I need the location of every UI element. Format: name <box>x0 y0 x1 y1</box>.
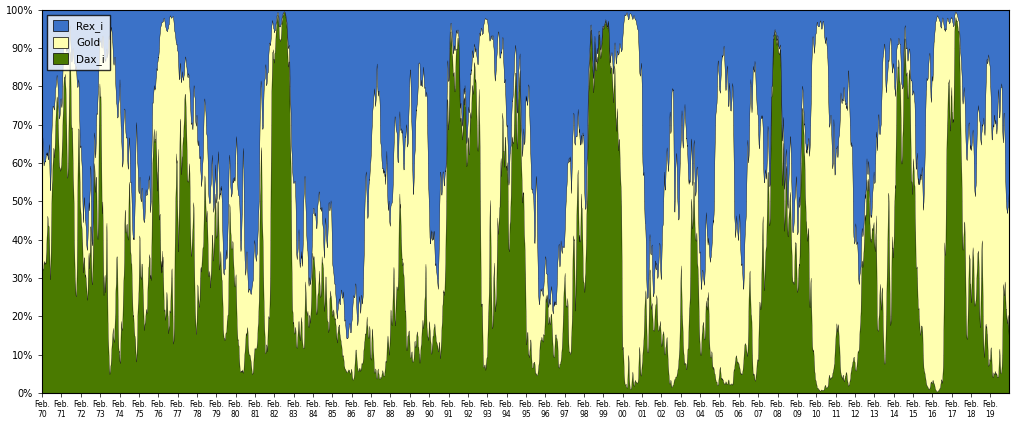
Legend: Rex_i, Gold, Dax_i: Rex_i, Gold, Dax_i <box>48 15 111 70</box>
